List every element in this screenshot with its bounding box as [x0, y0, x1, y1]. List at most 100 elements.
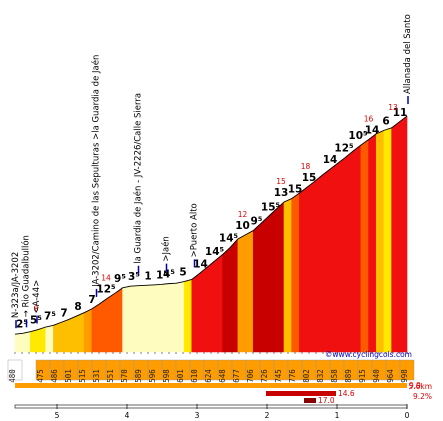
gradient-label: 14 — [193, 259, 208, 271]
gradient-label: 14⁵ — [205, 246, 225, 258]
altitude-label: 726 — [260, 369, 269, 383]
gradient-label: 11 — [393, 107, 408, 119]
gradient-label: 10 — [235, 220, 250, 232]
max-gradient-label: 8 — [34, 305, 39, 314]
altitude-label: 964 — [386, 369, 395, 383]
summary-bar — [15, 383, 407, 388]
altitude-label: 998 — [400, 369, 409, 383]
max-gradient-label: 14 — [101, 273, 111, 282]
gradient-label: 15 — [302, 172, 317, 184]
altitude-label: 610 — [190, 369, 199, 383]
profile-segment — [153, 284, 162, 353]
altitude-label: 598 — [162, 369, 171, 383]
axis-tick-label: 4 — [125, 411, 130, 420]
gradient-label: 5⁵ — [30, 315, 42, 327]
altitude-label: 832 — [316, 369, 325, 383]
max-gradient-label: 18 — [301, 162, 311, 171]
axis-tick-label: 5 — [55, 411, 60, 420]
profile-segment — [30, 329, 39, 353]
gradient-label: 14⁵ — [219, 232, 239, 244]
profile-segment — [91, 303, 100, 353]
max-gradient-label: 12 — [238, 210, 248, 219]
altitude-label: 624 — [204, 369, 213, 383]
profile-segment — [352, 144, 362, 353]
profile-segment — [237, 234, 246, 353]
gradient-label: 1⁵ — [156, 269, 168, 281]
altitude-label: 802 — [302, 369, 311, 383]
place-labels: N-323a/JA-3202 → Rio Guadalbullón <A-44> JA… — [11, 14, 413, 329]
altitude-label: 486 — [50, 369, 59, 383]
altitude-label: 589 — [134, 369, 143, 383]
altitude-labels: 480 475 486 501 515 531 551 570 589 596 598 601 610 6… — [7, 359, 415, 383]
axis-tick-label: 3 — [195, 411, 200, 420]
profile-segment — [214, 253, 223, 353]
distance-axis-bar — [14, 404, 408, 409]
average-gradient: 9.2% — [413, 392, 432, 401]
gradient-label: 12⁵ — [334, 142, 354, 154]
axis-tick-label: 2 — [265, 411, 270, 420]
profile-segment — [245, 230, 254, 353]
profile-segment — [299, 186, 308, 353]
website-credit: ©www.cyclingcols.com — [325, 350, 412, 359]
altitude-cell — [7, 359, 23, 381]
profile-segment — [206, 260, 216, 353]
place-label: JA-3202/Camino de las Sepulturas >la Gua… — [91, 55, 102, 288]
place-label: <A-44> — [32, 280, 42, 314]
profile-segment — [252, 222, 262, 353]
total-length: 5.6km — [408, 382, 432, 391]
summary-panel: ©www.cyclingcols.com 5.6km 9.2% 9.9 14.61… — [15, 350, 432, 405]
summary-bar — [304, 398, 316, 403]
summary-bar — [266, 391, 336, 396]
profile-segment — [137, 284, 146, 353]
profile-segment — [329, 162, 339, 353]
profile-segment — [129, 285, 139, 353]
place-label: >Puerto Alto — [190, 203, 200, 257]
max-gradient-label: 16 — [364, 115, 374, 124]
profile-segment — [268, 208, 277, 353]
place-label: N-323a/JA-3202 — [11, 252, 21, 318]
gradient-label: 6 — [382, 115, 389, 127]
profile-segment — [399, 115, 408, 353]
altitude-label: 745 — [274, 369, 283, 383]
altitude-label: 475 — [36, 369, 45, 383]
max-gradient-label: 15 — [276, 177, 286, 186]
gradient-label: 7 — [60, 307, 67, 319]
profile-segment — [222, 246, 231, 353]
gradient-label: 14 — [365, 125, 380, 137]
altitude-label: 480 — [8, 369, 17, 383]
altitude-label: 940 — [372, 369, 381, 383]
distance-axis: 5 4 3 2 1 0 — [14, 404, 410, 420]
max-gradient-label: 13 — [388, 103, 398, 112]
altitude-label: 648 — [218, 369, 227, 383]
profile-segment — [283, 198, 293, 353]
gradient-label: 1 — [144, 270, 151, 282]
gradient-label: 9⁵ — [251, 216, 263, 228]
profile-segment — [199, 266, 208, 353]
profile-segment — [345, 150, 354, 353]
altitude-label: 889 — [344, 369, 353, 383]
gradient-label: 13 — [274, 187, 289, 199]
altitude-label: 531 — [92, 369, 101, 383]
profile-segment — [360, 139, 369, 353]
profile-segment — [168, 282, 177, 353]
gradient-label: 10⁵ — [348, 130, 368, 142]
profile-segment — [291, 192, 300, 353]
profile-outline — [14, 115, 408, 335]
gradient-label: 12⁵ — [96, 283, 116, 295]
profile-segment — [37, 326, 47, 353]
place-label: la Guardia de Jaén - JV-2226/Calle Sierr… — [133, 93, 144, 264]
gradient-label: 7⁵ — [44, 310, 56, 322]
profile-segment — [145, 284, 154, 353]
place-label: Allanada del Santo — [403, 14, 413, 94]
altitude-ticks — [14, 352, 408, 354]
gradient-label: 8 — [74, 301, 81, 313]
profile-segment — [314, 174, 323, 353]
place-label: >Jaén — [161, 236, 172, 261]
profile-segment — [53, 321, 62, 353]
profile-segment — [114, 287, 123, 353]
profile-segment — [391, 121, 400, 353]
profile-segment — [122, 285, 131, 353]
axis-tick-label: 1 — [335, 411, 340, 420]
